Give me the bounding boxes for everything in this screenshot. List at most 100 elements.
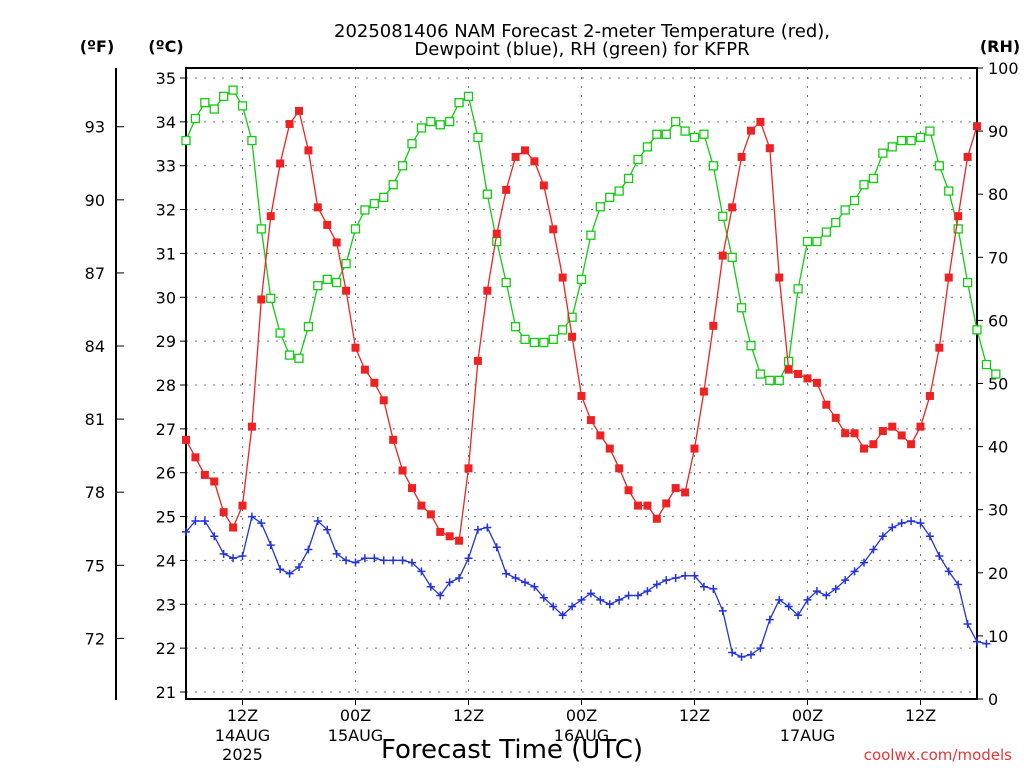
dewpoint-point [332,549,341,558]
celsius-tick-label: 30 [156,288,176,307]
temperature-point [295,106,303,115]
celsius-tick-label: 24 [156,551,176,570]
rh-point [633,154,643,165]
temperature-point [370,378,379,387]
rh-point [831,217,841,228]
dewpoint-point [351,558,360,567]
temperature-point [379,396,388,405]
rh-point [736,303,747,313]
fahrenheit-tick-label: 78 [85,483,105,502]
fahrenheit-tick-label: 90 [85,191,105,210]
temperature-point [775,273,784,282]
dewpoint-point [530,582,539,591]
temperature-point [558,273,567,282]
rh-tick-label: 30 [988,501,1008,520]
temperature-point [360,365,369,374]
dewpoint-point [586,589,595,598]
rh-point [897,135,907,146]
temperature-point [897,431,906,440]
dewpoint-point [238,552,247,561]
time-tick-date-label: 14AUG [215,726,270,745]
temperature-point [200,470,209,479]
rh-tick-label: 70 [988,248,1008,267]
dewpoint-line [185,515,987,658]
dewpoint-point [907,516,916,525]
dewpoint-point [869,545,878,554]
dewpoint-point [728,648,737,657]
time-tick-year-label: 2025 [222,745,263,764]
dewpoint-point [511,573,520,582]
dewpoint-point [681,571,690,580]
temperature-point [954,212,963,221]
dewpoint-point [492,543,501,552]
rh-tick-label: 60 [988,311,1008,330]
rh-point [793,284,803,294]
rh-point [821,227,831,237]
temperature-point [841,429,850,438]
temperature-point [313,203,322,212]
time-tick-label: 12Z [453,706,484,725]
temperature-point [568,332,577,341]
rh-point [576,274,587,285]
rh-point [661,129,671,139]
temperature-point [247,422,256,431]
dewpoint-point [756,644,765,653]
rh-point [878,148,888,158]
dewpoint-point [370,554,379,563]
dewpoint-point [229,554,238,563]
dewpoint-point [558,611,567,620]
temperature-point [869,440,878,449]
temperature-point [831,413,840,422]
fahrenheit-tick-label: 75 [85,556,105,575]
x-axis-title: Forecast Time (UTC) [381,735,643,765]
temperature-point [605,444,614,453]
rh-point [746,340,756,351]
time-tick-label: 00Z [792,706,823,725]
dewpoint-point [803,595,812,604]
dewpoint-point [408,558,416,567]
dewpoint-point [775,595,784,604]
rh-point [360,205,370,215]
celsius-tick-label: 23 [156,595,176,614]
rh-point [774,375,784,385]
dewpoint-point [200,516,209,525]
rh-axis-label: (RH) [980,37,1020,56]
dewpoint-point [445,578,454,587]
rh-point [313,281,323,291]
temperature-point [483,286,492,295]
temperature-point [803,374,812,383]
temperature-point [709,321,718,330]
rh-point [972,325,982,335]
dewpoint-point [888,523,897,532]
rh-point [539,337,549,348]
celsius-tick-label: 26 [156,464,176,483]
dewpoint-point [690,571,699,580]
rh-point [680,126,690,136]
temperature-point [191,453,200,462]
rh-point [727,252,737,262]
dewpoint-point [747,650,755,659]
axes: 21 22 23 24 25 26 27 28 29 30 31 32 33 34 35 72 75 78 81 84… [85,59,1019,764]
dewpoint-point [473,525,482,534]
rh-point [605,192,615,203]
dewpoint-point [860,558,868,567]
temperature-point [634,501,642,510]
data-series [181,85,1001,661]
temperature-point [323,220,332,229]
dewpoint-point [342,556,351,565]
dewpoint-point [916,519,925,528]
rh-tick-label: 40 [988,438,1008,457]
dewpoint-point [643,587,652,596]
temperature-point [257,295,266,304]
dewpoint-point [389,556,398,565]
temperature-point [229,523,238,532]
rh-point [586,230,596,240]
rh-point [623,173,634,184]
dewpoint-point [794,611,803,620]
rh-point [501,277,511,288]
time-tick-label: 12Z [905,706,936,725]
temperature-point [944,273,953,282]
dewpoint-point [568,602,577,611]
rh-point [256,224,266,234]
rh-point [614,186,624,196]
